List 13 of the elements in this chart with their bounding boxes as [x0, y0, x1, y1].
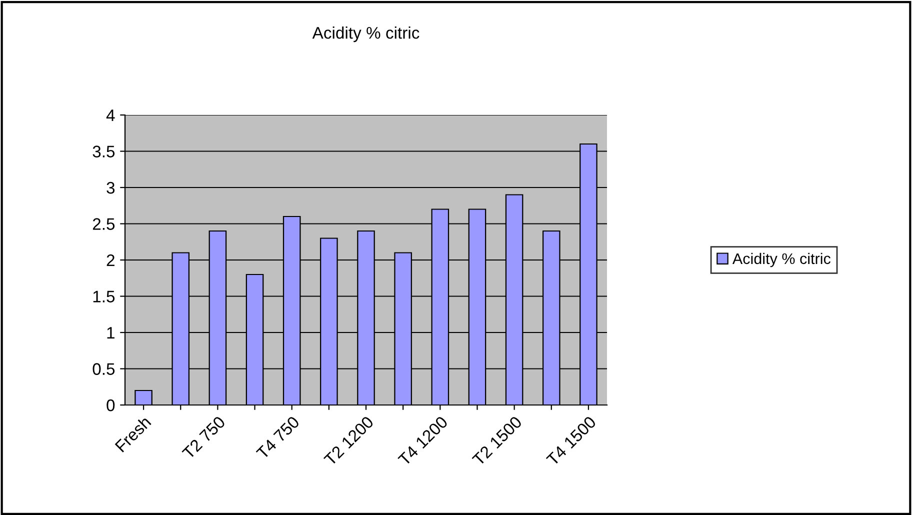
y-tick-label: 0: [106, 399, 115, 412]
y-tick-label: 2: [106, 254, 114, 266]
legend-label: Acidity % citric: [732, 252, 830, 268]
y-tick-label: 0.5: [92, 363, 115, 375]
y-tick-label: 2.5: [92, 218, 115, 230]
y-tick-label: 3.5: [92, 146, 115, 158]
y-tick-label: 4: [106, 110, 115, 122]
x-tick-label: T2 750: [182, 415, 226, 460]
y-tick-label: 3: [106, 182, 115, 194]
x-tick-label: T4 750: [256, 415, 300, 460]
chart-title: Acidity % citric: [312, 26, 420, 42]
y-tick-label: 1.5: [93, 290, 115, 302]
y-tick-label: 1: [107, 327, 114, 339]
